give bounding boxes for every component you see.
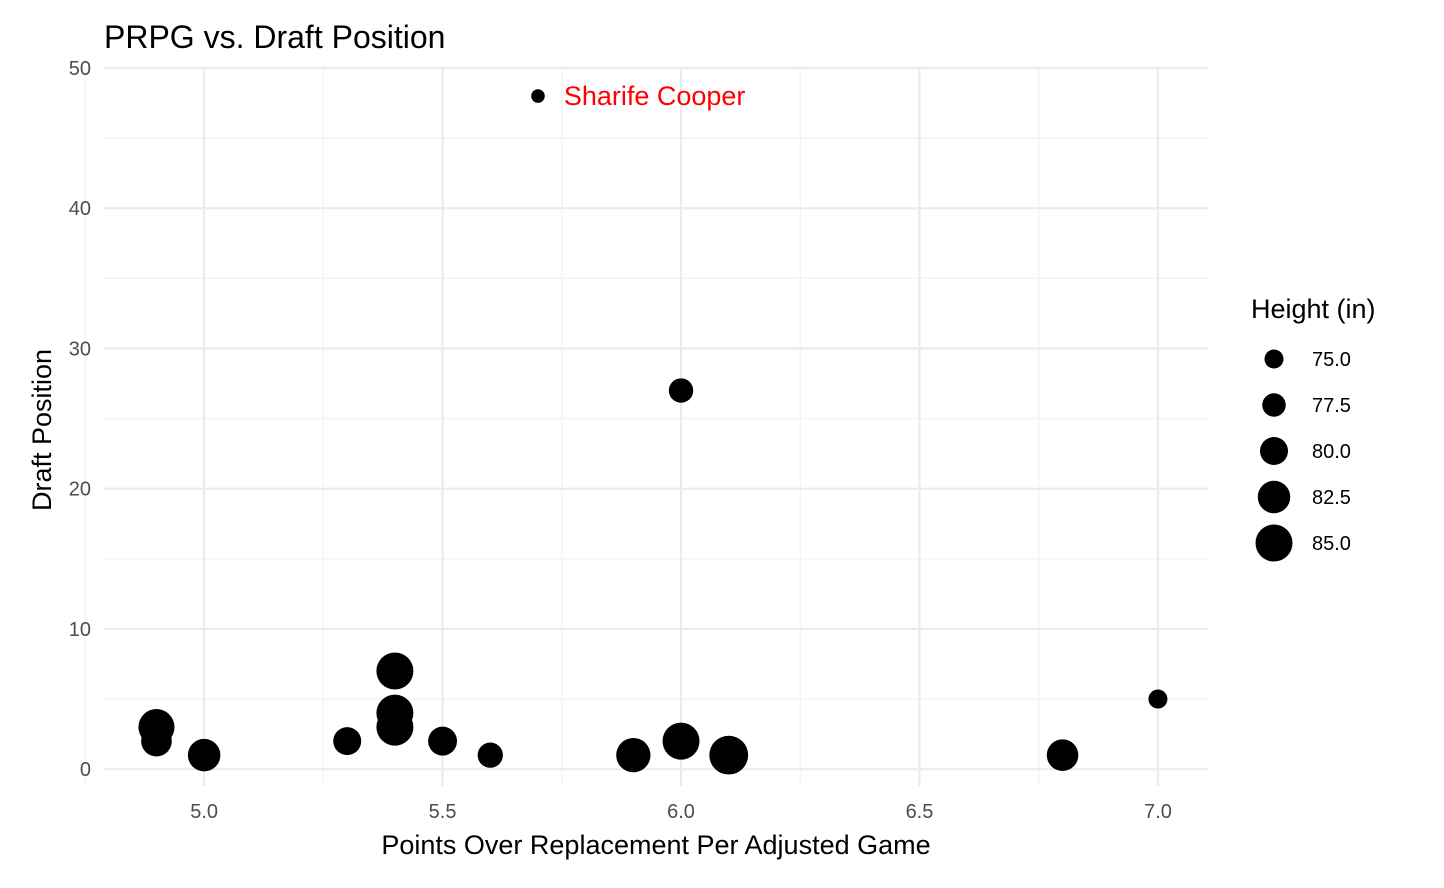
size-legend: Height (in) 75.0 77.5 80.0 82.5 85.0: [1251, 294, 1376, 562]
data-point: [531, 89, 545, 103]
data-point: [662, 722, 700, 760]
legend-key: [1257, 480, 1291, 514]
data-point: [1046, 739, 1079, 771]
annotation-label: Sharife Cooper: [564, 81, 746, 111]
data-points: [138, 89, 1168, 775]
legend-key: [1262, 393, 1286, 417]
y-tick-label: 50: [69, 58, 91, 80]
data-point: [333, 727, 362, 756]
data-point: [376, 652, 414, 690]
x-tick-label: 7.0: [1144, 801, 1172, 823]
x-axis-ticks: 5.0 5.5 6.0 6.5 7.0: [190, 801, 1172, 823]
data-point: [376, 708, 414, 746]
x-tick-label: 5.0: [190, 801, 218, 823]
legend-key: [1255, 524, 1293, 562]
legend-label: 75.0: [1312, 349, 1351, 371]
grid: [84, 66, 1208, 786]
legend-title: Height (in): [1251, 294, 1376, 324]
y-tick-label: 0: [80, 759, 91, 781]
legend-key: [1264, 349, 1284, 369]
legend-key: [1260, 437, 1288, 465]
x-tick-label: 6.0: [667, 801, 695, 823]
legend-label: 82.5: [1312, 487, 1351, 509]
data-point: [187, 738, 221, 772]
x-axis-title: Points Over Replacement Per Adjusted Gam…: [381, 830, 930, 860]
data-point: [141, 725, 172, 757]
x-tick-label: 5.5: [429, 801, 457, 823]
legend-items: 75.0 77.5 80.0 82.5 85.0: [1255, 349, 1351, 562]
y-tick-label: 30: [69, 338, 91, 360]
data-point: [477, 742, 503, 768]
y-tick-label: 40: [69, 198, 91, 220]
data-point: [428, 726, 458, 756]
annotations: Sharife Cooper: [564, 81, 746, 111]
y-axis-ticks: 0 10 20 30 40 50: [69, 58, 91, 781]
legend-label: 77.5: [1312, 395, 1351, 417]
data-point: [1148, 689, 1168, 709]
x-tick-label: 6.5: [906, 801, 934, 823]
data-point: [668, 378, 694, 403]
data-point: [709, 735, 749, 775]
legend-label: 80.0: [1312, 441, 1351, 463]
y-tick-label: 10: [69, 619, 91, 641]
y-tick-label: 20: [69, 479, 91, 501]
legend-label: 85.0: [1312, 533, 1351, 555]
y-axis-title: Draft Position: [27, 349, 57, 511]
data-point: [616, 737, 651, 773]
chart-title: PRPG vs. Draft Position: [104, 19, 445, 55]
